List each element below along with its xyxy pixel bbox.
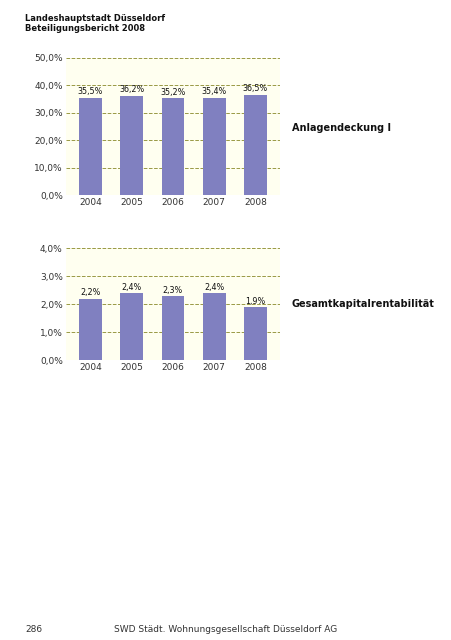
Text: Beteiligungsbericht 2008: Beteiligungsbericht 2008 [25,24,144,33]
Text: 35,2%: 35,2% [160,88,185,97]
Text: 35,4%: 35,4% [201,87,226,96]
Text: 2,2%: 2,2% [80,289,100,298]
Text: 1,9%: 1,9% [245,297,265,306]
Text: 2,4%: 2,4% [121,283,142,292]
Bar [120,293,143,360]
Text: SWD Städt. Wohnungsgesellschaft Düsseldorf AG: SWD Städt. Wohnungsgesellschaft Düsseldo… [114,625,337,634]
Text: Landeshauptstadt Düsseldorf: Landeshauptstadt Düsseldorf [25,14,165,23]
Text: 286: 286 [25,625,42,634]
Bar [244,95,266,195]
Bar [161,296,184,360]
Text: Gesamtkapitalrentabilität: Gesamtkapitalrentabilität [291,299,433,309]
Text: 2,4%: 2,4% [203,283,224,292]
Bar [79,299,101,360]
Bar [79,97,101,195]
Text: 36,2%: 36,2% [119,85,144,94]
Bar [161,99,184,195]
Bar [202,98,225,195]
Bar [120,95,143,195]
Text: Anlagendeckung I: Anlagendeckung I [291,123,390,133]
Bar [202,293,225,360]
Text: 35,5%: 35,5% [78,87,103,96]
Text: 2,3%: 2,3% [162,285,183,294]
Text: 36,5%: 36,5% [242,84,267,93]
Bar [244,307,266,360]
